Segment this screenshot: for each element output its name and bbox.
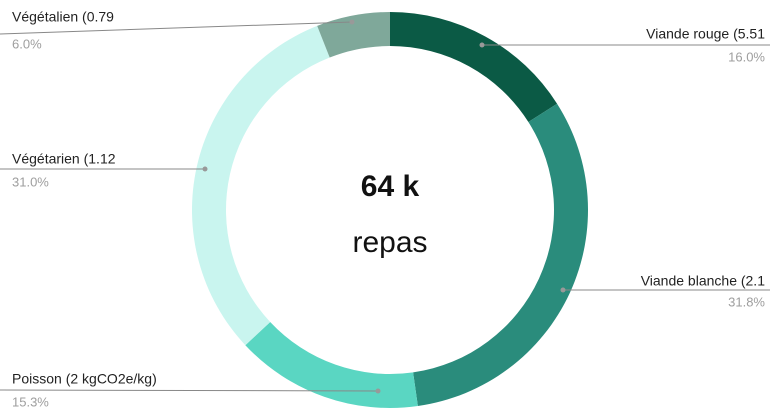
leader-line	[0, 21, 353, 35]
category-label: Viande rouge (5.51	[646, 26, 765, 42]
category-label: Poisson (2 kgCO2e/kg)	[12, 371, 157, 387]
donut-segment	[413, 103, 588, 407]
leader-line	[0, 389, 379, 392]
leader-dot	[375, 388, 381, 394]
percent-label: 16.0%	[728, 49, 765, 64]
leader-dot	[560, 287, 566, 293]
center-value: 64 k	[361, 170, 420, 203]
category-label: Viande blanche (2.1	[641, 273, 765, 289]
leader-dot	[202, 166, 208, 172]
donut-segment	[192, 25, 330, 346]
category-label: Végétalien (0.79	[12, 9, 114, 25]
percent-label: 31.8%	[728, 294, 765, 309]
percent-label: 15.3%	[12, 394, 49, 409]
leader-dot	[479, 42, 485, 48]
center-label: repas	[352, 226, 427, 259]
category-label: Végétarien (1.12	[12, 151, 116, 167]
donut-segment	[390, 12, 558, 122]
percent-label: 6.0%	[12, 36, 42, 51]
donut-segment	[245, 321, 418, 409]
percent-label: 31.0%	[12, 174, 49, 189]
donut-segment	[317, 11, 390, 58]
leader-dot	[349, 19, 355, 25]
